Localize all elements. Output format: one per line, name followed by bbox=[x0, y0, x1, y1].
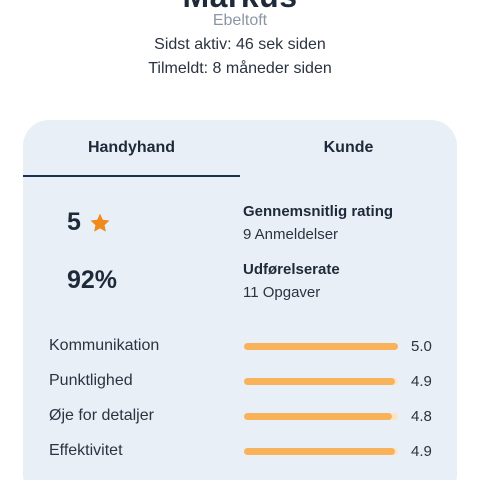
completion-rate-value: 92% bbox=[67, 266, 118, 294]
metric-value-punctuality: 4.9 bbox=[411, 373, 432, 390]
reviews-count: 9 Anmeldelser bbox=[243, 226, 339, 243]
role-tabs: Handyhand Kunde bbox=[23, 120, 457, 177]
metric-label-communication: Kommunikation bbox=[49, 337, 160, 354]
metric-bar-attention-to-detail bbox=[244, 413, 398, 420]
metric-label-attention-to-detail: Øje for detaljer bbox=[49, 407, 154, 424]
metric-value-attention-to-detail: 4.8 bbox=[411, 408, 432, 425]
metric-fill bbox=[244, 413, 392, 420]
metric-bar-communication bbox=[244, 343, 398, 350]
metric-value-communication: 5.0 bbox=[411, 338, 432, 355]
tab-kunde[interactable]: Kunde bbox=[323, 139, 374, 156]
tab-handyhand[interactable]: Handyhand bbox=[87, 139, 176, 156]
metric-bar-efficiency bbox=[244, 448, 398, 455]
average-rating-title: Gennemsnitlig rating bbox=[243, 203, 394, 220]
completion-rate-title: Udførelserate bbox=[243, 261, 340, 278]
profile-name: Markus bbox=[0, 0, 480, 15]
joined-text: Tilmeldt: 8 måneder siden bbox=[148, 60, 332, 77]
profile-city: Ebeltoft bbox=[212, 12, 268, 29]
metric-fill bbox=[244, 343, 398, 350]
metric-fill bbox=[244, 378, 395, 385]
rating-stat: 5 bbox=[67, 208, 111, 237]
metric-label-punctuality: Punktlighed bbox=[49, 372, 133, 389]
active-tab-indicator bbox=[23, 175, 240, 177]
last-active-text: Sidst aktiv: 46 sek siden bbox=[154, 36, 326, 53]
metric-value-efficiency: 4.9 bbox=[411, 443, 432, 460]
tasks-count: 11 Opgaver bbox=[243, 284, 321, 301]
rating-value: 5 bbox=[67, 208, 81, 236]
metric-label-efficiency: Effektivitet bbox=[49, 442, 123, 459]
metric-fill bbox=[244, 448, 395, 455]
star-icon bbox=[89, 212, 111, 234]
stats-card: Handyhand Kunde 5 92% Gennemsnitlig rati… bbox=[23, 120, 457, 480]
metric-bar-punctuality bbox=[244, 378, 398, 385]
